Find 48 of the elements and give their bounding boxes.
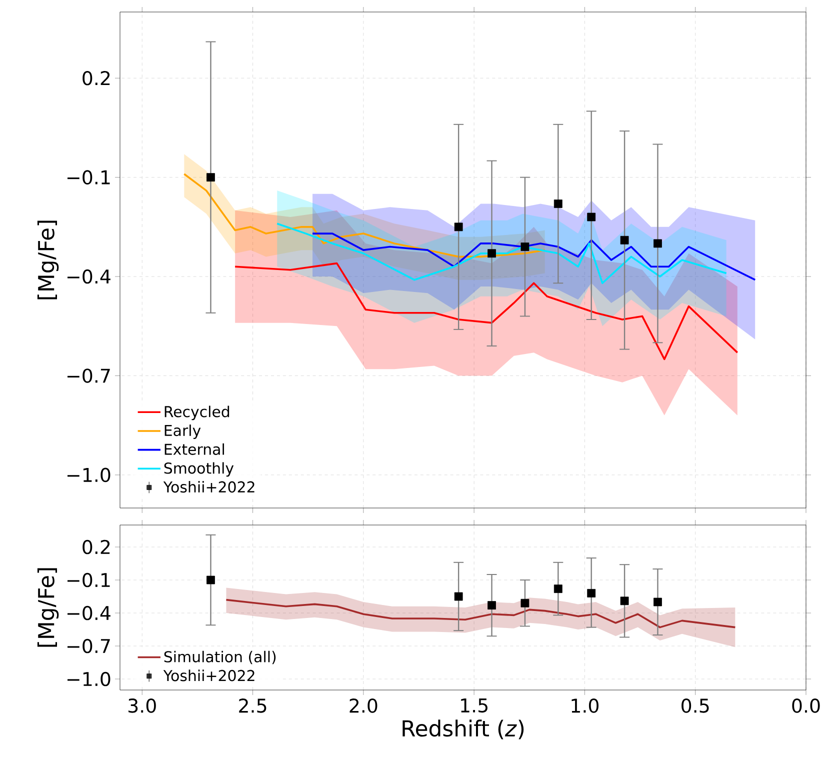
x-tick-label: 0.0 [792, 698, 820, 713]
x-tick-label: 1.0 [572, 698, 598, 713]
line-series [234, 262, 738, 360]
y-axis-title: [Mg/Fe] [37, 568, 59, 647]
point [206, 173, 215, 182]
x-axis-title: Redshift (z) [402, 720, 524, 740]
legend-label: Early [164, 424, 201, 440]
legend-label: Recycled [164, 406, 230, 420]
y-tick-label: 0.2 [82, 540, 110, 554]
legend-label: External [164, 443, 224, 455]
point [520, 598, 530, 608]
point [554, 584, 562, 593]
legend-label: Yoshii+2022 [163, 481, 254, 493]
x-tick-label: 1.5 [461, 698, 488, 713]
y-tick-label: 0.2 [82, 70, 110, 86]
y-tick-label: −0.4 [68, 606, 110, 620]
point [587, 589, 596, 598]
point [554, 200, 562, 208]
point [654, 239, 662, 248]
x-tick-label: 0.5 [682, 698, 709, 713]
point [488, 601, 496, 610]
legend-label: Smoothly [164, 462, 234, 477]
y-tick-label: −0.1 [68, 572, 110, 588]
x-tick-label: 3.0 [128, 698, 156, 713]
point [488, 249, 496, 258]
point [620, 236, 629, 244]
legend-label: Yoshii+2022 [163, 670, 254, 682]
point [520, 242, 530, 251]
y-tick-label: −0.4 [68, 269, 110, 284]
y-tick-label: −1.0 [68, 468, 110, 482]
x-tick-label: 2.0 [350, 698, 378, 713]
legend-label: Simulation (all) [164, 650, 276, 664]
line-series [276, 222, 728, 284]
y-tick-label: −0.7 [68, 368, 110, 383]
point [454, 222, 463, 232]
point [206, 576, 215, 584]
x-tick-label: 2.5 [239, 698, 266, 713]
point [454, 592, 463, 601]
y-tick-label: −1.0 [68, 672, 110, 686]
point [654, 598, 662, 606]
line-series [312, 232, 756, 281]
y-tick-label: −0.7 [68, 638, 110, 654]
y-tick-label: −0.1 [68, 170, 110, 184]
y-axis-title: [Mg/Fe] [37, 220, 59, 300]
line-series [183, 173, 546, 258]
point [587, 212, 596, 222]
line-series [225, 598, 736, 628]
point [620, 596, 629, 606]
